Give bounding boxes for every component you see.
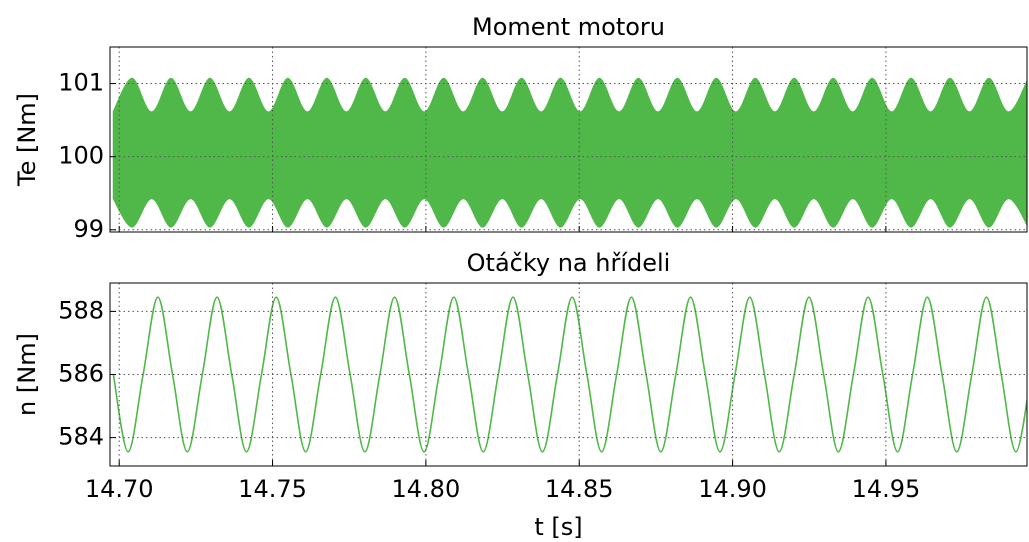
y-axis-label: Te [Nm] bbox=[13, 93, 41, 187]
x-tick-label: 14.85 bbox=[545, 475, 614, 503]
plot-frame bbox=[109, 282, 1028, 467]
plot-frame bbox=[109, 46, 1028, 233]
y-tick-label: 101 bbox=[58, 69, 104, 97]
x-tick-label: 14.90 bbox=[698, 475, 767, 503]
x-axis-label: t [s] bbox=[534, 513, 582, 541]
chart-title: Otáčky na hřídeli bbox=[467, 249, 671, 277]
x-tick-label: 14.80 bbox=[392, 475, 461, 503]
x-tick-label: 14.95 bbox=[852, 475, 921, 503]
y-tick-label: 100 bbox=[58, 142, 104, 170]
y-axis-label: n [Nm] bbox=[13, 333, 41, 416]
band-area bbox=[112, 77, 1027, 228]
y-tick-label: 586 bbox=[58, 360, 104, 388]
y-tick-label: 588 bbox=[58, 296, 104, 324]
x-tick-label: 14.70 bbox=[85, 475, 154, 503]
y-tick-label: 584 bbox=[58, 423, 104, 451]
line bbox=[112, 296, 1027, 453]
y-tick-label: 99 bbox=[73, 215, 104, 243]
chart-title: Moment motoru bbox=[472, 13, 665, 41]
x-tick-label: 14.75 bbox=[238, 475, 307, 503]
